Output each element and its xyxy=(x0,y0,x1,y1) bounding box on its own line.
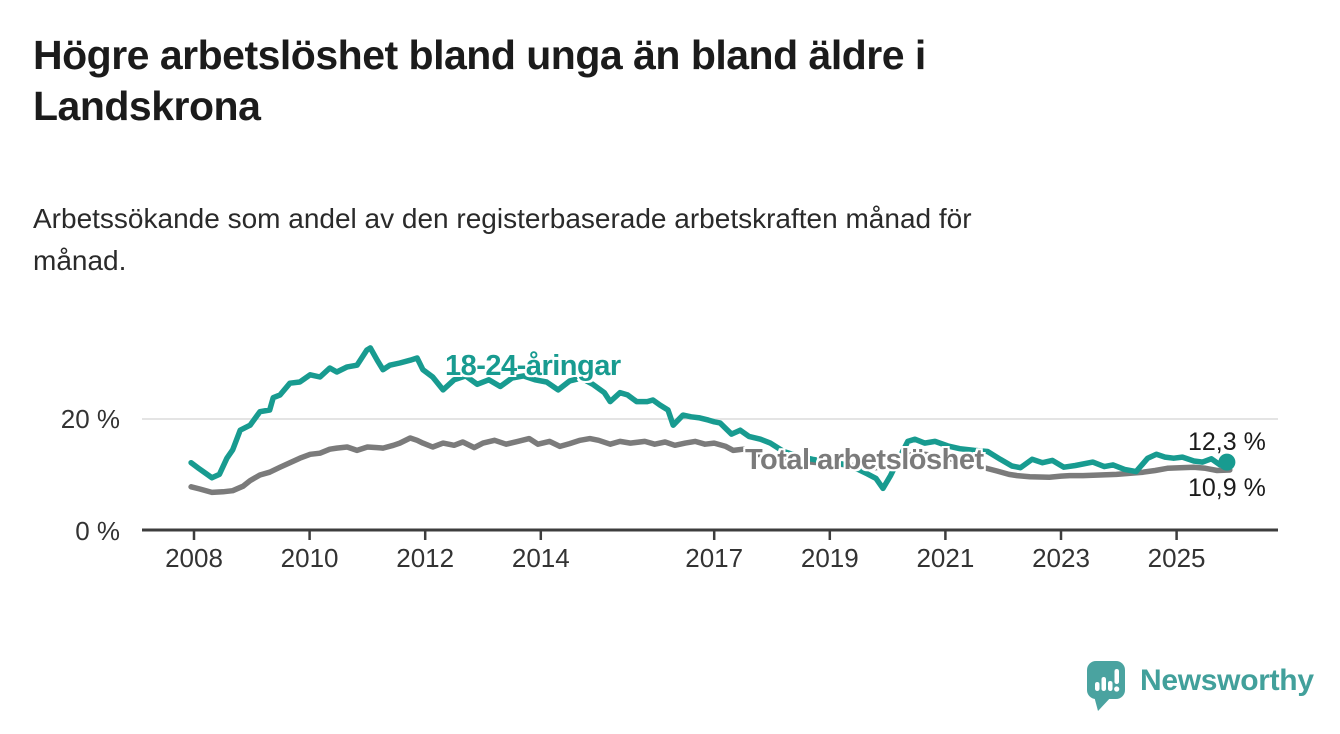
x-tick-label-2017: 2017 xyxy=(685,543,744,573)
x-tick-label-2014: 2014 xyxy=(511,543,570,573)
end-value-label-total: 10,9 % xyxy=(1188,474,1266,502)
page-title-line2: Landskrona xyxy=(33,83,261,130)
series-line-total xyxy=(188,435,1233,496)
y-tick-label-0: 0 % xyxy=(75,516,120,546)
x-tick-label-2019: 2019 xyxy=(800,543,859,573)
chart-subtitle-line2: månad. xyxy=(33,245,127,276)
chart-subtitle: Arbetssökande som andel av den registerb… xyxy=(33,198,1253,282)
series-line-youth xyxy=(188,345,1230,492)
newsworthy-logo-text: Newsworthy xyxy=(1140,664,1314,697)
x-tick-label-2025: 2025 xyxy=(1147,543,1206,573)
end-value-label-youth: 12,3 % xyxy=(1188,428,1266,456)
x-tick-label-2010: 2010 xyxy=(280,543,339,573)
latest-point-dot xyxy=(1218,453,1236,471)
newsworthy-logo: Newsworthy xyxy=(1086,658,1314,714)
page-title-line1: Högre arbetslöshet bland unga än bland ä… xyxy=(33,32,926,78)
y-tick-label-20: 20 % xyxy=(60,404,120,434)
x-tick-label-2008: 2008 xyxy=(165,543,223,573)
newsworthy-logo-icon xyxy=(1087,661,1125,711)
x-tick-label-2021: 2021 xyxy=(916,543,975,573)
chart-subtitle-line1: Arbetssökande som andel av den registerb… xyxy=(33,203,972,234)
x-tick-label-2012: 2012 xyxy=(396,543,455,573)
series-label-total: Total arbetslöshet xyxy=(745,444,984,476)
x-tick-label-2023: 2023 xyxy=(1032,543,1090,573)
page-title: Högre arbetslöshet bland unga än bland ä… xyxy=(33,30,1153,133)
series-label-youth: 18-24-åringar xyxy=(445,350,621,382)
